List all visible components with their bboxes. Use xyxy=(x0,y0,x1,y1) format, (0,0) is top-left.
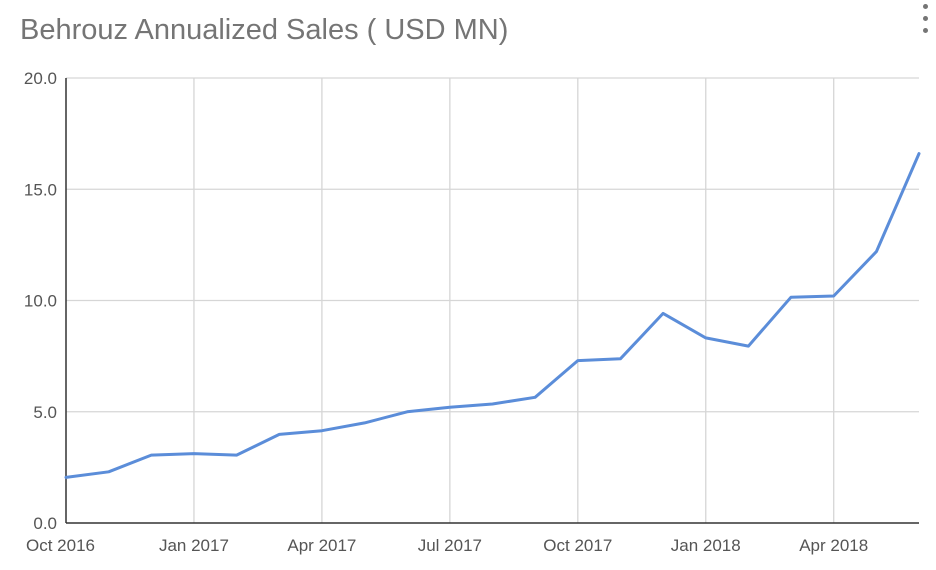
data-point xyxy=(446,403,454,411)
more-vert-icon[interactable] xyxy=(918,2,932,38)
data-point xyxy=(574,357,582,365)
data-point xyxy=(147,451,155,459)
data-point xyxy=(787,293,795,301)
series-line xyxy=(64,152,921,479)
data-point xyxy=(830,292,838,300)
data-point xyxy=(62,473,70,481)
data-point xyxy=(915,150,923,158)
x-tick-label: Jan 2017 xyxy=(159,536,229,555)
data-point xyxy=(403,408,411,416)
x-tick-label: Jul 2017 xyxy=(418,536,482,555)
data-point xyxy=(318,427,326,435)
data-point xyxy=(616,355,624,363)
x-tick-label: Oct 2017 xyxy=(543,536,612,555)
data-point xyxy=(872,248,880,256)
data-point xyxy=(659,309,667,317)
data-point xyxy=(275,430,283,438)
tick-labels: 0.0 5.0 10.0 15.0 20.0 Oct 2016 Jan 2017 Apr 20… xyxy=(24,69,868,555)
y-tick-label: 0.0 xyxy=(33,514,57,533)
data-point xyxy=(105,468,113,476)
y-tick-label: 5.0 xyxy=(33,403,57,422)
x-tick-label: Apr 2017 xyxy=(287,536,356,555)
data-point xyxy=(190,450,198,458)
chart-title: Behrouz Annualized Sales ( USD MN) xyxy=(20,14,509,46)
series-layer xyxy=(62,150,923,481)
axes xyxy=(65,78,919,524)
data-point xyxy=(531,393,539,401)
x-tick-label: Apr 2018 xyxy=(799,536,868,555)
y-tick-label: 15.0 xyxy=(24,180,57,199)
data-point xyxy=(702,334,710,342)
x-tick-label: Oct 2016 xyxy=(26,536,95,555)
x-tick-label: Jan 2018 xyxy=(671,536,741,555)
data-point xyxy=(361,419,369,427)
y-tick-label: 20.0 xyxy=(24,69,57,88)
data-point xyxy=(744,342,752,350)
data-point xyxy=(233,451,241,459)
data-point xyxy=(489,400,497,408)
y-tick-label: 10.0 xyxy=(24,292,57,311)
grid xyxy=(66,77,919,523)
